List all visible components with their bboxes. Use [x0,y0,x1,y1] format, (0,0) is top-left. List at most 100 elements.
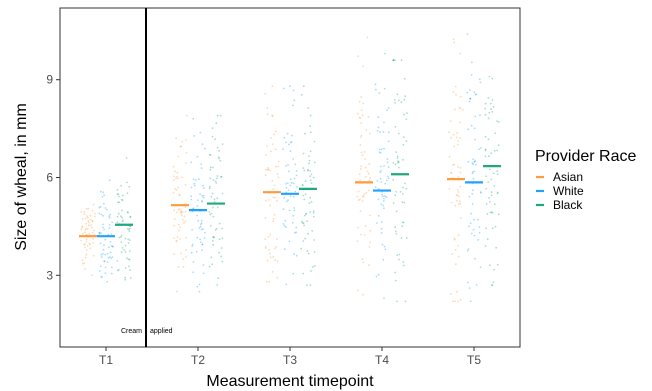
data-point [387,175,389,178]
data-point [178,208,181,210]
data-point [470,61,473,64]
data-point [109,241,112,243]
data-point [120,215,122,218]
data-point [470,212,473,215]
data-point [473,91,476,94]
data-point [302,85,305,88]
data-point [380,203,383,206]
data-point [377,214,380,217]
data-point [479,191,482,193]
data-point [198,283,201,286]
data-point [118,236,121,239]
data-point [360,165,362,168]
data-point [361,258,364,260]
data-point [486,213,489,215]
data-point [493,203,496,206]
data-point [100,213,103,216]
data-point [217,277,220,280]
data-point [493,150,496,152]
data-point [383,297,385,299]
data-point [357,190,360,193]
data-point [268,280,271,283]
x-tick-label: T4 [375,353,389,367]
data-point [478,231,481,234]
data-point [455,290,458,293]
data-point [382,131,385,133]
data-point [468,195,471,198]
data-point [124,278,127,281]
data-point [215,182,218,184]
data-point [392,202,395,204]
data-point [356,195,359,198]
data-point [80,239,82,242]
data-point [359,198,361,201]
data-point [457,255,460,258]
jitter-points [80,33,500,303]
data-point [108,227,111,229]
data-point [382,195,384,198]
data-point [294,231,296,234]
data-point [309,211,311,213]
data-point [497,144,500,147]
data-point [212,215,215,218]
data-point [90,224,92,227]
data-point [292,195,295,198]
data-point [80,211,83,213]
data-point [496,120,498,122]
data-point [492,281,495,283]
data-point [289,184,292,187]
data-point [178,194,181,197]
data-point [470,124,473,127]
data-point [272,196,275,199]
data-point [103,203,105,205]
data-point [454,263,457,266]
data-point [111,221,114,224]
data-point [220,175,223,178]
data-point [377,188,380,190]
data-point [91,231,94,234]
data-point [104,238,107,241]
data-point [457,244,459,247]
data-point [173,209,176,212]
data-point [310,270,312,272]
data-point [108,215,111,218]
data-point [467,248,470,250]
data-point [396,254,399,256]
data-point [177,208,180,211]
y-tick-label: 6 [46,171,53,185]
data-point [276,260,279,263]
data-point [378,151,381,154]
data-point [466,281,469,284]
data-point [98,206,101,209]
data-point [103,228,105,231]
data-point [182,219,184,221]
data-point [85,253,88,256]
data-point [102,223,104,226]
data-point [383,165,385,167]
data-point [120,234,123,237]
data-point [85,222,88,225]
data-point [180,212,183,215]
data-point [301,222,304,224]
data-point [369,176,371,179]
data-point [101,276,103,279]
data-point [397,166,400,169]
data-point [457,203,460,205]
data-point [374,88,377,91]
data-point [267,235,270,238]
data-point [289,178,292,181]
data-point [405,187,408,190]
data-point [267,199,270,201]
data-point [104,207,107,209]
data-point [199,223,202,226]
data-point [197,219,200,222]
data-point [457,166,459,168]
data-point [400,237,403,239]
data-point [210,256,213,259]
data-point [218,251,221,254]
data-point [212,243,215,246]
data-point [218,238,221,241]
data-point [362,293,364,296]
data-point [274,148,277,151]
